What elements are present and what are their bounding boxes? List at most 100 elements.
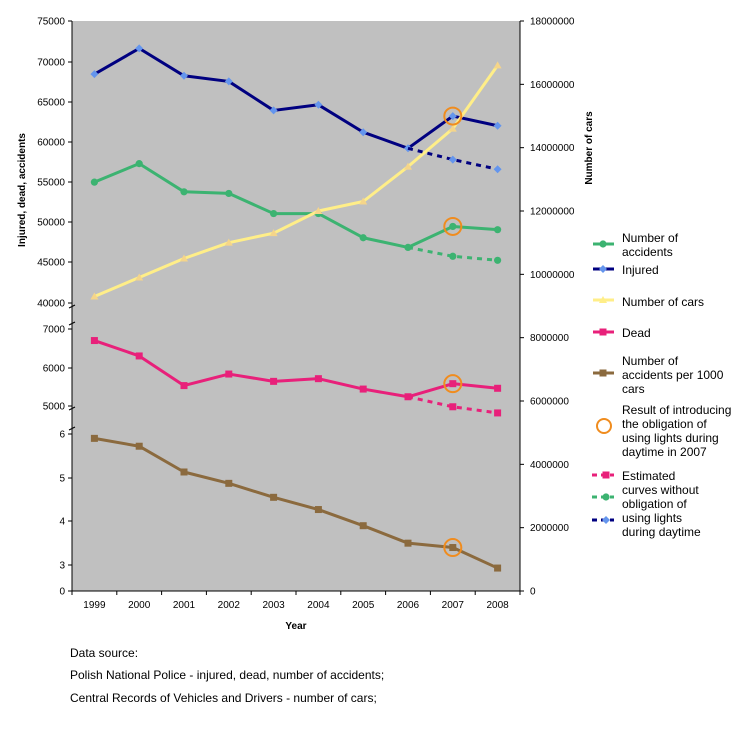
left-tick-label: 0: [59, 587, 65, 598]
data-point: [180, 468, 188, 476]
highlight-circle: [443, 106, 463, 126]
estimated-point: [448, 155, 457, 164]
x-tick-label: 2006: [397, 600, 420, 611]
data-point: [225, 370, 233, 378]
right-tick-label: 4000000: [530, 460, 569, 471]
right-tick-label: 10000000: [530, 270, 575, 281]
legend-item-estimated-curves-without-obligation-of-u: Estimated curves without obligation of usin…: [592, 469, 701, 539]
data-point: [180, 382, 188, 390]
data-point: [314, 100, 323, 109]
series-line: [93, 64, 499, 298]
data-point: [224, 238, 233, 246]
data-point: [270, 377, 278, 385]
estimated-point: [494, 409, 502, 417]
data-point: [448, 112, 457, 121]
data-point: [359, 234, 367, 242]
x-tick-label: 2007: [442, 600, 465, 611]
data-point: [449, 380, 457, 388]
legend-label-line: daytime in 2007: [622, 445, 707, 459]
data-point: [404, 162, 412, 170]
legend-label-line: cars: [622, 382, 645, 396]
data-point: [269, 229, 278, 237]
data-point: [135, 273, 144, 281]
data-point: [359, 128, 368, 137]
legend-item-number-of-accidents: Number of accidents: [593, 231, 679, 259]
data-point: [493, 61, 502, 69]
legend-item-injured: Injured: [593, 263, 659, 277]
left-tick-label: 5: [59, 474, 65, 485]
y-axis-title-right: Number of cars: [584, 111, 595, 185]
series-number-of-cars: [90, 61, 502, 300]
data-point: [180, 71, 188, 80]
data-point: [270, 209, 278, 218]
legend-label-line: obligation of: [622, 497, 687, 511]
legend-marker: [602, 516, 610, 524]
highlight-circle: [443, 374, 463, 394]
x-tick-label: 2004: [307, 600, 330, 611]
data-point: [90, 292, 99, 300]
data-point: [314, 207, 323, 214]
right-tick-label: 12000000: [530, 207, 575, 218]
legend-label-line: Dead: [622, 326, 651, 340]
series-line: [93, 46, 498, 150]
data-point: [493, 121, 502, 130]
axis-break-mark: [68, 406, 76, 411]
legend-label-line: during daytime: [622, 525, 701, 539]
data-point: [449, 222, 457, 231]
legend-label-line: Estimated: [622, 469, 675, 483]
left-tick-label: 60000: [37, 138, 65, 149]
series-line: [94, 436, 499, 570]
x-tick-label: 1999: [83, 600, 106, 611]
left-tick-label: 55000: [37, 178, 65, 189]
legend-item-number-of-cars: Number of cars: [593, 295, 704, 309]
data-point: [90, 337, 98, 345]
right-tick-label: 18000000: [530, 17, 575, 28]
legend-label-line: Result of introducing: [622, 403, 731, 417]
data-source-line-vehicles: Central Records of Vehicles and Drivers …: [70, 691, 377, 705]
right-tick-label: 8000000: [530, 333, 569, 344]
left-tick-label: 4: [59, 517, 65, 528]
axis-break-mark: [68, 321, 76, 326]
legend-marker: [599, 296, 607, 303]
estimated-point: [493, 165, 502, 174]
right-tick-label: 2000000: [530, 523, 569, 534]
series-line: [93, 162, 498, 249]
data-point: [180, 188, 188, 196]
x-axis-title: Year: [285, 621, 306, 632]
data-point: [359, 385, 367, 393]
axis-break-mark: [68, 304, 76, 309]
data-point: [225, 189, 233, 198]
estimated-point: [449, 252, 457, 260]
x-tick-label: 2003: [262, 600, 285, 611]
left-tick-label: 6000: [43, 364, 66, 375]
data-source-heading: Data source:: [70, 646, 139, 660]
legend-label-line: Number of: [622, 231, 679, 245]
data-point: [494, 384, 502, 392]
data-point: [494, 226, 502, 234]
highlight-circle: [443, 216, 463, 236]
x-tick-label: 2008: [486, 600, 509, 611]
legend-label-line: accidents: [622, 245, 673, 259]
legend-marker: [599, 328, 607, 336]
x-tick-label: 2001: [173, 600, 196, 611]
legend-label-line: curves without: [622, 483, 699, 497]
legend-marker: [599, 369, 607, 377]
legend-label: Injured: [622, 263, 659, 277]
left-tick-label: 40000: [37, 299, 65, 310]
legend-label-line: Number of cars: [622, 295, 704, 309]
data-point: [270, 493, 278, 501]
estimated-series-2: [407, 245, 502, 264]
right-tick-label: 16000000: [530, 80, 575, 91]
legend-marker: [602, 471, 610, 479]
legend-label: Estimated curves without obligation of usin…: [622, 469, 701, 539]
right-tick-label: 6000000: [530, 397, 569, 408]
left-tick-label: 3: [59, 561, 65, 572]
data-point: [404, 539, 412, 547]
x-tick-label: 2002: [218, 600, 241, 611]
legend-label: Number of cars: [622, 295, 704, 309]
legend-marker: [599, 240, 607, 248]
data-source-line-police: Polish National Police - injured, dead, …: [70, 668, 385, 682]
legend-label-line: accidents per 1000: [622, 368, 724, 382]
legend-label-line: Number of: [622, 354, 679, 368]
data-point: [224, 77, 233, 86]
